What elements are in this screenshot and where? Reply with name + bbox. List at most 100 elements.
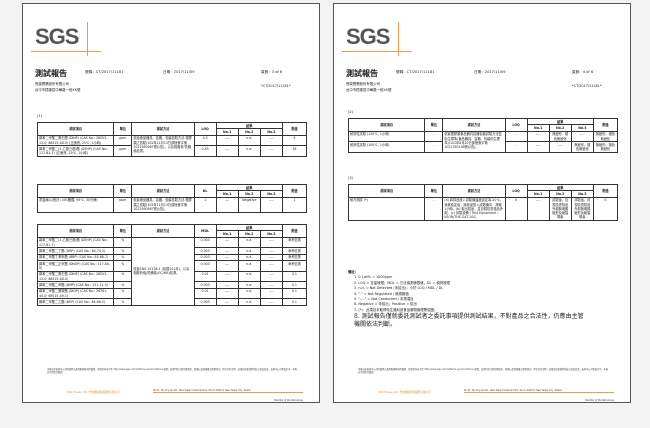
- test-method: (a) 將樣品放入試驗機溫度設定為-20℃，待其穩定後，將樣品放入試驗機中，靜置…: [442, 196, 506, 221]
- result-no2: n.d.: [237, 298, 261, 306]
- table-row: 鄰苯二甲酸丁苯甲酯 (BBP) (CAS No.: 85-68-7)% 0.003…: [36, 253, 308, 262]
- test-item: 重金屬(以鉛計) (4%醋酸, 95℃, 30分鐘): [36, 196, 115, 213]
- test-item: 鄰苯二甲酸丁苯甲酯 (BBP) (CAS No.: 85-68-7): [36, 253, 115, 262]
- company-name: 長榮實業股份有限公司: [346, 82, 380, 86]
- header-method: 測試方法: [442, 118, 506, 132]
- logo-rule-vertical: [398, 22, 399, 56]
- result-loq: 0.003: [193, 260, 217, 272]
- table-header-row: 測試項目 單位 測試方法 MDL 結果 限值: [36, 223, 308, 238]
- test-item: 鄰苯二甲酸二甲酯 (DMP) (CAS No.: 131-11-3): [36, 281, 115, 289]
- footer-member: Member of the SGS Group: [274, 399, 303, 402]
- unit: %: [113, 287, 133, 300]
- table-row: 鄰苯二甲酸二(2-乙基己基)酯 (DEHP) (CAS No.: 117-81-…: [36, 145, 308, 157]
- footer-disclaimer: 本報告係依據本公司所載明之通用服務條款所簽發，其條款內容可至 http://ww…: [358, 368, 608, 374]
- unit: %: [113, 253, 133, 262]
- report-number: 號碼：CT/2017/11181: [85, 70, 124, 74]
- table-row: 鄰苯二甲酸二乙酯 (DEP) (CAS No.: 84-66-2)% 0.003-…: [36, 298, 308, 306]
- report-number: 號碼：CT/2017/11181: [396, 70, 435, 74]
- test-item: 鄰苯二甲酸二異癸酯 (DIDP) (CAS No.: 26761-40-0; 6…: [36, 287, 115, 300]
- table-header-row: 測試項目 單位 測試方法 LOQ 結果 限值: [36, 121, 308, 136]
- table-row: 鄰苯二甲酸二甲酯 (DMP) (CAS No.: 131-11-3)% 0.003…: [36, 281, 308, 289]
- unit: ppm: [113, 196, 133, 213]
- result-no1: ----: [215, 298, 239, 306]
- result-no2: n.d.: [237, 134, 261, 147]
- header-no3: No.3: [259, 230, 283, 238]
- result-no1: ----: [526, 141, 550, 153]
- header-limit_label: DL: [193, 184, 217, 198]
- header-no3: No.3: [570, 124, 594, 132]
- result-limit: 0: [592, 196, 619, 221]
- header-unit: 單位: [424, 184, 444, 198]
- unit: %: [113, 270, 133, 283]
- section-label: (3): [348, 176, 354, 180]
- header-no3: No.3: [570, 190, 594, 198]
- note-item: 6. Negative = 未檢出；Positive = 檢出: [354, 302, 417, 307]
- header-limit_label: LOQ: [504, 184, 528, 198]
- test-item: 鄰苯二甲酸二(2-乙基己基)酯 (DEHP) (CAS No.: 117-81-…: [36, 236, 115, 249]
- report-barcode-text: *CT/2017/11181*: [261, 84, 291, 88]
- note-item: 3. n.d. = Not Detected (未檢出)；小於 LOQ / MD…: [354, 286, 444, 291]
- unit: -: [424, 141, 444, 153]
- result-no3: ----: [259, 260, 283, 272]
- result-limit: 0.1: [281, 298, 308, 306]
- note-disclaimer: 8. 測試報告僅就委託測試者之委託事項提供測試結果，不對產品之合法性，仍應由主管…: [354, 313, 584, 329]
- result-loq: 0.45: [193, 145, 217, 157]
- header-method: 測試方法: [131, 184, 195, 198]
- note-item: 4. "-" = Not Regulated / 無規格值: [354, 291, 409, 296]
- result-limit: 參考檢測: [281, 236, 308, 249]
- result-no2: n.d.: [237, 270, 261, 283]
- header-item: 測試項目: [347, 118, 426, 132]
- table-header-row: 測試項目 單位 測試方法 DL 結果 限值: [36, 183, 308, 198]
- unit: %: [113, 260, 133, 272]
- report-page-4: SGS 測試報告 號碼：CT/2017/11181 日期：2017/11/09 頁數：4…: [333, 3, 631, 403]
- result-no2: n.d.: [237, 236, 261, 249]
- test-method: 依據CNS 15138-1 (民國101年)，以氣相層析儀/質譜儀(GC/MS)…: [131, 236, 195, 306]
- footer-member: Member of the SGS Group: [585, 399, 614, 402]
- test-item: 鄰苯二甲酸二乙酯 (DEP) (CAS No.: 84-66-2): [36, 298, 115, 306]
- result-loq: 0: [504, 196, 528, 221]
- section-label: (1): [37, 114, 43, 118]
- footer-company: SGS Taiwan Ltd. 台灣檢驗科技股份有限公司: [67, 391, 120, 394]
- page-number: 頁數：4 of 6: [572, 70, 594, 74]
- test-item: 鄰苯二甲酸二正辛酯 (DNOP) (CAS No.: 117-84-0): [36, 260, 115, 272]
- header-limit_label: LOQ: [193, 122, 217, 136]
- table-row: 鄰苯二甲酸二丁酯 (DBP) (CAS No.: 84-74-2)% 0.003-…: [36, 247, 308, 255]
- result-limit: 無變形、褪色無變化: [592, 141, 619, 153]
- header-item: 測試項目: [36, 184, 115, 198]
- result-loq: 0.003: [193, 298, 217, 306]
- table-row: 鄰苯二甲酸二正辛酯 (DNOP) (CAS No.: 117-84-0)% 0.0…: [36, 260, 308, 272]
- result-no1: ----: [215, 196, 239, 213]
- result-no3: 無變形、褪色無變化: [570, 141, 594, 153]
- result-no1: ----: [215, 287, 239, 300]
- result-limit: 1: [281, 196, 308, 213]
- company-address: 台中市梧棲區中華路一段XX號: [35, 88, 81, 92]
- header-unit: 單位: [113, 224, 133, 238]
- table-row: 耐熱性試驗 (120℃, 1小時) - 依據塑膠類食品器具容器包裝試驗方法暨衛生標準…: [347, 130, 619, 153]
- section-label: (2): [348, 110, 354, 114]
- result-no2: ----: [548, 141, 572, 153]
- result-loq: -: [504, 141, 528, 153]
- sgs-logo: SGS: [35, 24, 79, 49]
- result-loq: 0.01: [193, 287, 217, 300]
- result-limit: 9: [281, 134, 308, 147]
- table-row: 鄰苯二甲酸二(2-乙基己基)酯 (DEHP) (CAS No.: 117-81-…: [36, 236, 308, 306]
- test-item: 耐熱性試驗 (120℃, 1小時): [347, 130, 426, 143]
- header-limit_label: MDL: [193, 224, 217, 238]
- results-table: 測試項目 單位 測試方法 LOQ 結果 限值 No.1 No.2 No.3 耐冷測試 (*) - (a…: [347, 183, 619, 221]
- header-method: 測試方法: [131, 122, 195, 136]
- table-subheader-row: No.1 No.2 No.3: [38, 230, 307, 238]
- result-no2: n.d.: [237, 260, 261, 272]
- header-item: 測試項目: [36, 224, 115, 238]
- test-method: 依據食品器具、容器、包裝檢驗方法-塑膠類之檢驗(102年11月13日部授食字第1…: [131, 134, 195, 157]
- result-no1: ----: [526, 196, 550, 221]
- results-table: 測試項目 單位 測試方法 LOQ 結果 限值 No.1 No.2 No.3 耐熱性試驗 (120℃…: [347, 117, 619, 153]
- sgs-logo: SGS: [346, 24, 390, 49]
- result-no3: ----: [259, 270, 283, 283]
- logo-rule-vertical: [87, 22, 88, 56]
- test-method: 依據塑膠類食品器具容器包裝試驗方法暨衛生標準(食品器具、容器、包裝衛生標準)(1…: [442, 130, 506, 153]
- logo-rule: [31, 51, 101, 52]
- notes-title: 備註：: [348, 270, 359, 274]
- result-no3: ----: [259, 236, 283, 249]
- table-row: 鄰苯二甲酸二異癸酯 (DIDP) (CAS No.: 26761-40-0; 6…: [36, 287, 308, 300]
- table-row: 耐熱性試驗 (100℃, 1小時) - - ---- ---- 無變形、褪色無變化 無變形、…: [347, 141, 619, 153]
